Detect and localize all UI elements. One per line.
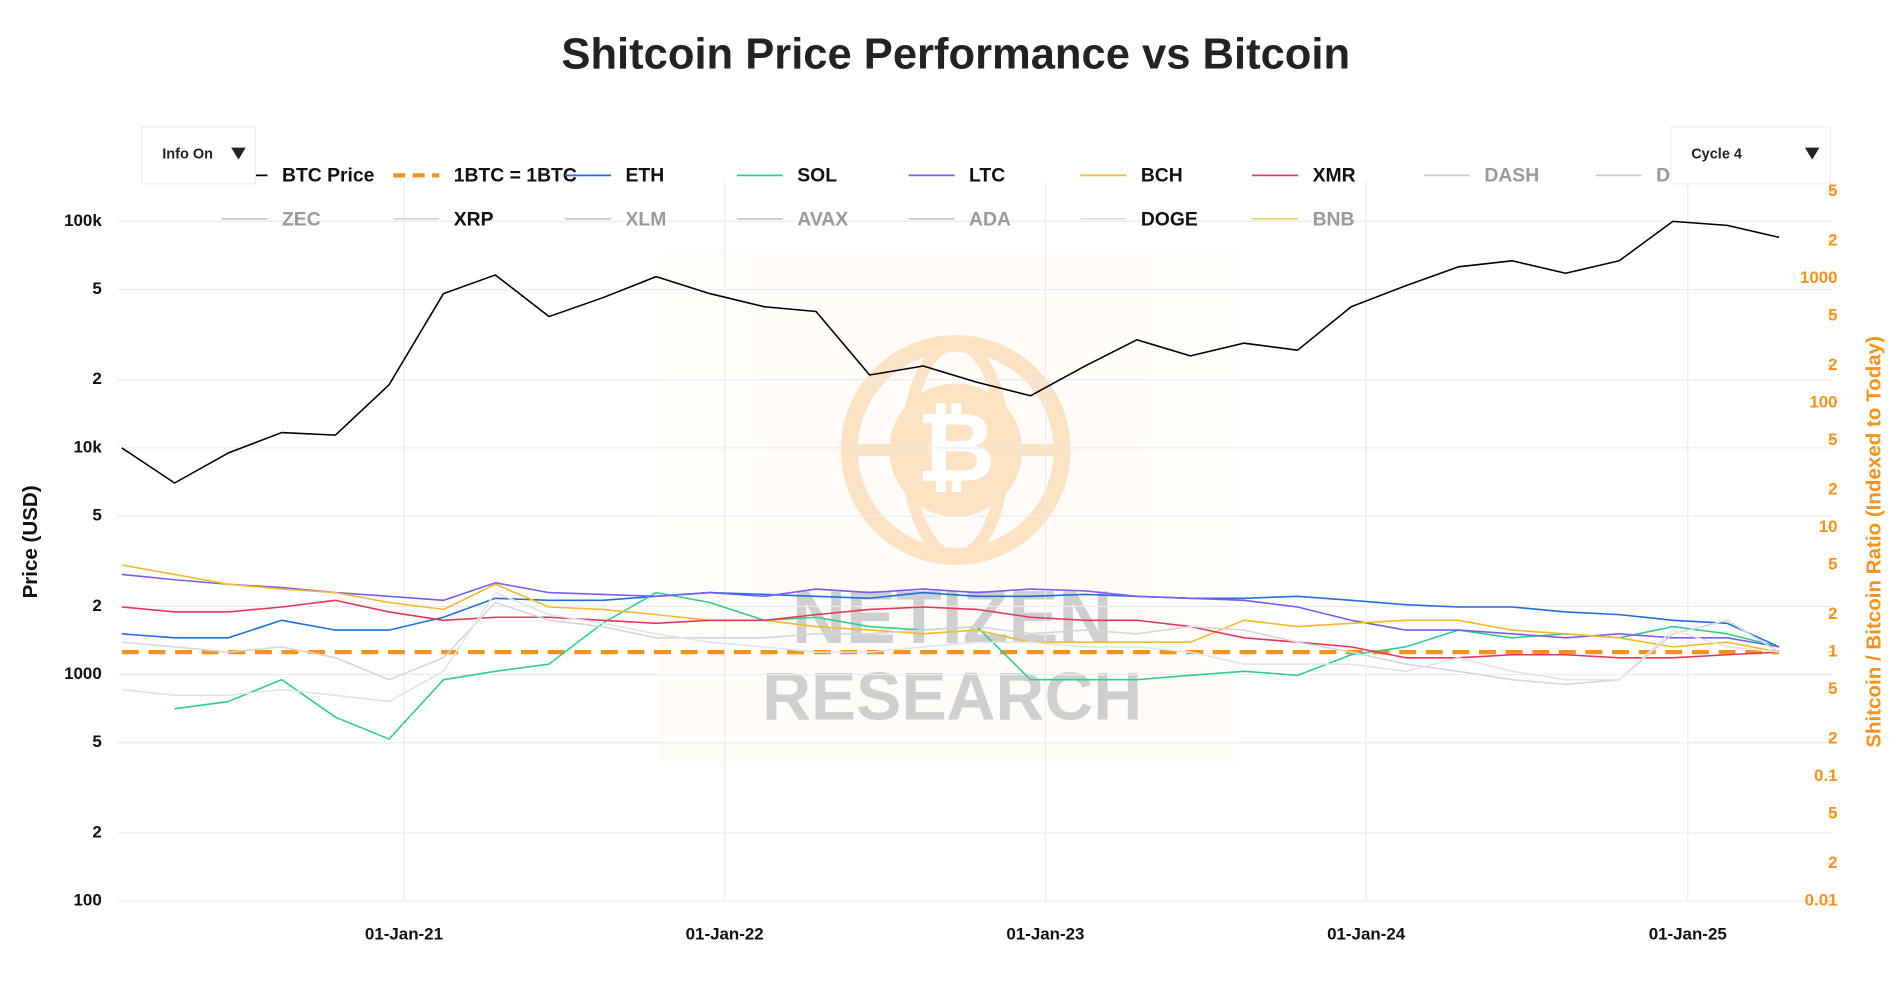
menu-label[interactable]: Info On: [162, 147, 213, 163]
y2-tick-label: 1: [1828, 642, 1837, 661]
y-tick-label: 5: [92, 732, 101, 751]
watermark-text: NETIZEN: [792, 575, 1113, 659]
legend-label: SOL: [797, 165, 837, 187]
y2-tick-label: 1000: [1800, 268, 1838, 287]
y2-tick-label: 10: [1819, 517, 1838, 536]
series-line: [121, 601, 1780, 686]
watermark-globe: [901, 337, 1011, 563]
y-tick-label: 5: [92, 279, 101, 298]
x-tick-label: 01-Jan-25: [1649, 925, 1727, 944]
y2-tick-label: 5: [1828, 305, 1837, 324]
series-line: [121, 220, 1780, 484]
y2-tick-label: 5: [1828, 554, 1837, 573]
watermark: ₿ NETIZEN RESEARCH: [659, 254, 1241, 763]
y2-tick-label: 5: [1828, 181, 1837, 200]
y-axis-title: Price (USD): [19, 485, 42, 598]
menu-arrow[interactable]: [1804, 147, 1820, 160]
series-line: [121, 599, 1780, 659]
menu-arrow[interactable]: [231, 147, 246, 160]
y2-tick-label: 5: [1828, 430, 1837, 449]
y2-tick-label: 0.01: [1805, 891, 1838, 910]
series-line: [121, 591, 1780, 648]
series-line: [121, 573, 1780, 648]
y2-axis-title: Shitcoin / Bitcoin Ratio (Indexed to Tod…: [1863, 336, 1886, 748]
legend-label: ZEC: [282, 208, 321, 230]
y2-tick-label: 2: [1828, 479, 1837, 498]
legend-label: XMR: [1313, 165, 1356, 187]
legend-label: 1BTC = 1BTC: [454, 165, 577, 187]
watermark-globe: [840, 335, 1071, 565]
y2-tick-label: 0.1: [1814, 766, 1838, 785]
y2-tick-label: 2: [1828, 604, 1837, 623]
menu[interactable]: Info On: [141, 126, 256, 185]
y-tick-label: 100: [74, 891, 102, 910]
y2-tick-label: 2: [1828, 729, 1837, 748]
y-tick-label: 5: [92, 506, 101, 525]
y2-tick-label: 2: [1828, 853, 1837, 872]
y-tick-label: 2: [92, 596, 101, 615]
x-tick-label: 01-Jan-21: [365, 925, 443, 944]
x-tick-label: 01-Jan-23: [1006, 925, 1084, 944]
watermark-symbol: ₿: [916, 392, 995, 501]
legend-label: DASH: [1484, 165, 1539, 187]
x-tick-label: 01-Jan-24: [1327, 925, 1406, 944]
y-tick-label: 2: [92, 369, 101, 388]
y-tick-label: 1000: [64, 664, 102, 683]
legend-label: XRP: [454, 208, 494, 230]
legend-label: ADA: [969, 208, 1011, 230]
y2-tick-label: 2: [1828, 355, 1837, 374]
x-tick-label: 01-Jan-22: [686, 925, 764, 944]
y-tick-label: 100k: [64, 211, 102, 230]
menu-box[interactable]: [1670, 126, 1831, 185]
legend-label: ETH: [626, 165, 665, 187]
watermark-bg: [659, 254, 1241, 763]
legend-label: LTC: [969, 165, 1005, 187]
y2-tick-label: 2: [1828, 230, 1837, 249]
y2-tick-label: 5: [1828, 679, 1837, 698]
watermark-text: RESEARCH: [762, 659, 1142, 734]
legend-label: AVAX: [797, 208, 848, 230]
menu-label[interactable]: Cycle 4: [1691, 147, 1742, 163]
legend-label: BCH: [1141, 165, 1183, 187]
series-line: [121, 564, 1780, 653]
y2-tick-label: 100: [1809, 392, 1837, 411]
y-tick-label: 10k: [74, 437, 103, 456]
legend-label: BTC Price: [282, 165, 375, 187]
watermark-coin: [889, 383, 1023, 517]
y-tick-label: 2: [92, 822, 101, 841]
legend-label: XLM: [626, 208, 667, 230]
series-line: [121, 591, 1780, 703]
legend-label: DOGE: [1141, 208, 1198, 230]
menu[interactable]: Cycle 4: [1670, 126, 1831, 185]
y2-tick-label: 5: [1828, 804, 1837, 823]
chart-title: Shitcoin Price Performance vs Bitcoin: [561, 30, 1350, 78]
legend-label: BNB: [1313, 208, 1355, 230]
